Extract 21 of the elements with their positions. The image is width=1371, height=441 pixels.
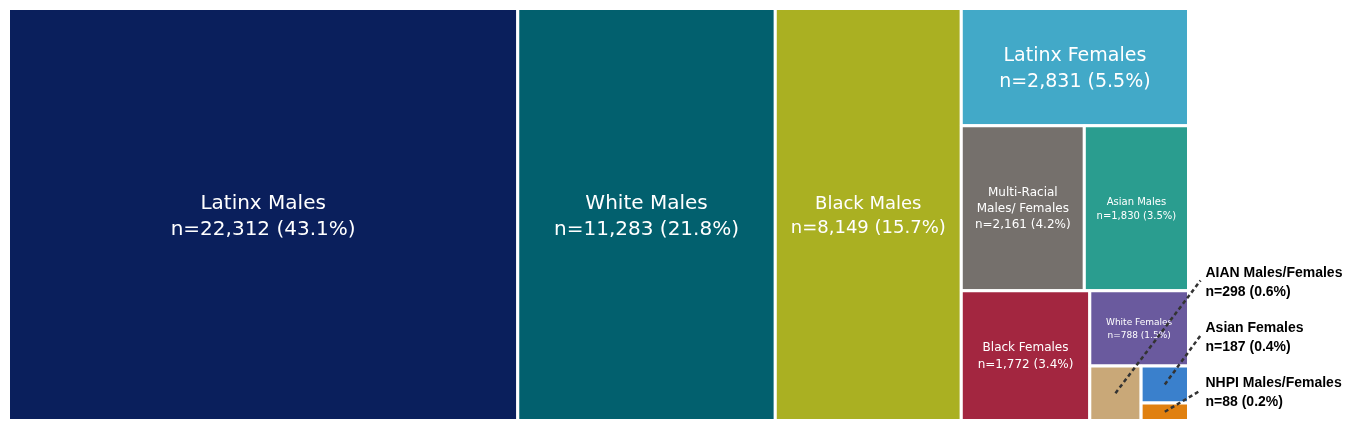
data-label: n=88 (0.2%)	[1205, 392, 1283, 409]
category-label: White Males	[585, 189, 708, 214]
data-label: n=2,831 (5.5%)	[999, 68, 1151, 91]
category-label: AIAN Males/Females	[1205, 263, 1343, 280]
data-label: n=187 (0.4%)	[1205, 337, 1291, 354]
data-label: n=298 (0.6%)	[1205, 282, 1291, 299]
data-label: n=8,149 (15.7%)	[790, 216, 946, 238]
data-label: n=788 (1.5%)	[1107, 329, 1171, 340]
category-label: Latinx Females	[1003, 43, 1147, 66]
category-label: Latinx Males	[200, 189, 326, 214]
category-label: Black Females	[982, 340, 1069, 355]
category-label: White Females	[1106, 316, 1173, 327]
category-label: NHPI Males/Females	[1205, 373, 1342, 390]
category-label: Asian Females	[1205, 318, 1304, 335]
data-label: n=1,772 (3.4%)	[977, 357, 1074, 372]
data-label: n=22,312 (43.1%)	[170, 215, 356, 240]
data-label: n=1,830 (3.5%)	[1096, 209, 1177, 221]
data-label: n=2,161 (4.2%)	[974, 217, 1071, 232]
category-label: Black Males	[815, 191, 922, 213]
category-label: Asian Males	[1106, 195, 1167, 207]
data-label: n=11,283 (21.8%)	[554, 215, 739, 240]
